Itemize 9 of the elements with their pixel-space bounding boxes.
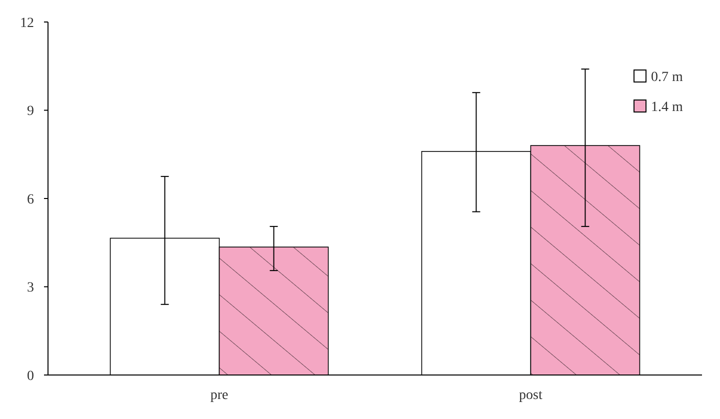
legend-label: 0.7 m bbox=[651, 70, 683, 85]
x-tick-label: pre bbox=[210, 388, 228, 403]
y-tick-label: 6 bbox=[27, 192, 34, 208]
y-tick-label: 9 bbox=[27, 104, 34, 120]
y-tick-label: 0 bbox=[27, 368, 34, 384]
y-tick-label: 12 bbox=[20, 16, 34, 31]
y-tick-label: 3 bbox=[27, 280, 34, 296]
x-tick-label: post bbox=[519, 388, 542, 403]
legend-label: 1.4 m bbox=[651, 100, 683, 115]
